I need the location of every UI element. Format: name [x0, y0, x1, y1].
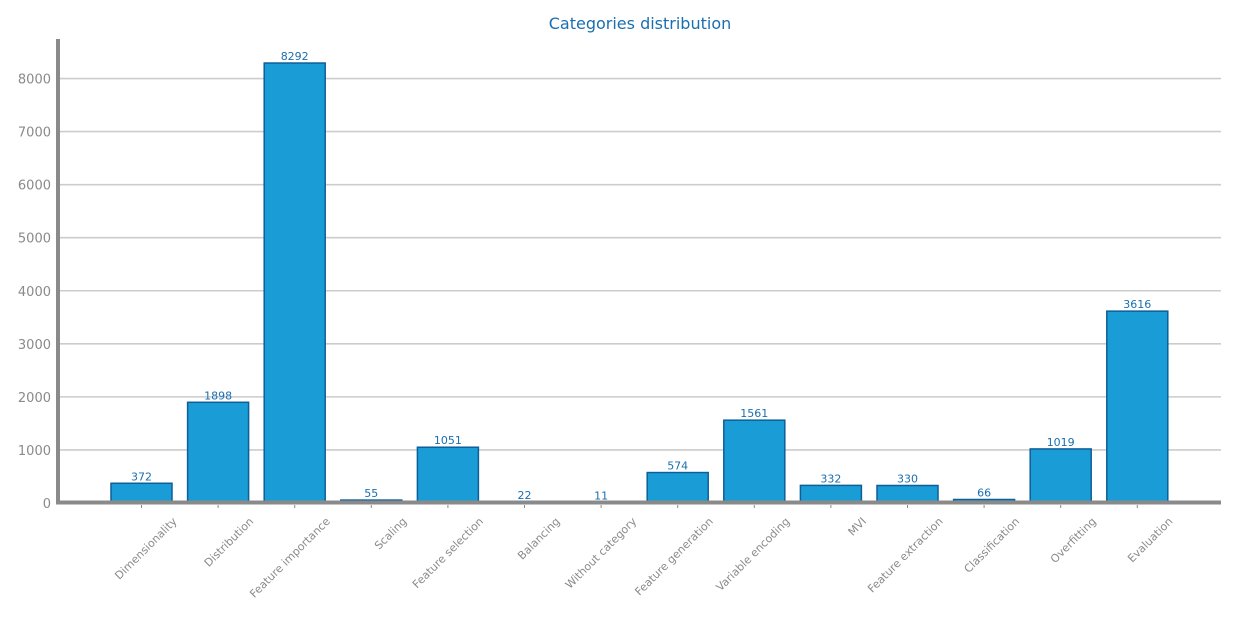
- data-label: 1051: [434, 434, 462, 447]
- data-label: 1898: [204, 389, 232, 402]
- x-tick-label: Distribution: [202, 515, 257, 570]
- x-tick-label: Balancing: [515, 515, 562, 562]
- data-label: 372: [131, 470, 152, 483]
- bar: [723, 419, 786, 504]
- data-label: 8292: [281, 50, 309, 63]
- gridlines: [58, 77, 1221, 451]
- bar: [263, 62, 326, 504]
- x-tick-label: Overfitting: [1048, 515, 1099, 566]
- x-tick-label: MVI: [845, 515, 869, 539]
- x-tick-label: Without category: [563, 515, 640, 592]
- bar: [1106, 310, 1169, 504]
- x-tick-label: Scaling: [372, 515, 409, 552]
- x-tick-label: Dimensionality: [112, 515, 180, 583]
- data-label: 1561: [740, 407, 768, 420]
- bar: [646, 471, 709, 504]
- y-tick-label: 7000: [18, 126, 51, 141]
- y-tick-label: 6000: [18, 179, 51, 194]
- x-tick-label: Feature selection: [410, 515, 486, 591]
- x-tick-label: Classification: [962, 515, 1023, 576]
- y-axis-ticks: 0 1000 2000 3000 4000 5000 6000 7000 8000: [18, 73, 51, 512]
- data-label: 332: [820, 472, 841, 485]
- data-label: 1019: [1047, 436, 1075, 449]
- data-label: 3616: [1123, 298, 1151, 311]
- y-tick-label: 8000: [18, 73, 51, 88]
- data-label: 330: [897, 472, 918, 485]
- y-tick-label: 1000: [18, 444, 51, 459]
- y-tick-label: 3000: [18, 338, 51, 353]
- y-tick-label: 0: [43, 497, 51, 512]
- chart-title: Categories distribution: [549, 14, 732, 33]
- bar: [799, 484, 863, 504]
- x-tick-label: Variable encoding: [714, 515, 793, 594]
- x-tick-label: Feature extraction: [865, 515, 946, 596]
- bar: [110, 482, 173, 504]
- data-label: 55: [364, 487, 378, 500]
- x-tick-label: Feature generation: [632, 515, 715, 598]
- y-tick-label: 4000: [18, 285, 51, 300]
- bars: [110, 62, 1169, 504]
- x-tick-label: Feature importance: [247, 515, 333, 601]
- bar: [876, 484, 939, 504]
- data-labels: 372 1898 8292 55 1051 22 11 574 1561 332 330 66 1019…: [131, 50, 1151, 502]
- y-tick-label: 5000: [18, 232, 51, 247]
- data-label: 574: [667, 460, 688, 473]
- data-label: 11: [594, 489, 608, 502]
- bar: [416, 446, 480, 504]
- x-tick-label: Evaluation: [1125, 515, 1175, 565]
- bar: [1029, 448, 1092, 504]
- data-label: 66: [977, 486, 991, 499]
- y-tick-label: 2000: [18, 391, 51, 406]
- bar: [186, 401, 250, 504]
- data-label: 22: [518, 489, 532, 502]
